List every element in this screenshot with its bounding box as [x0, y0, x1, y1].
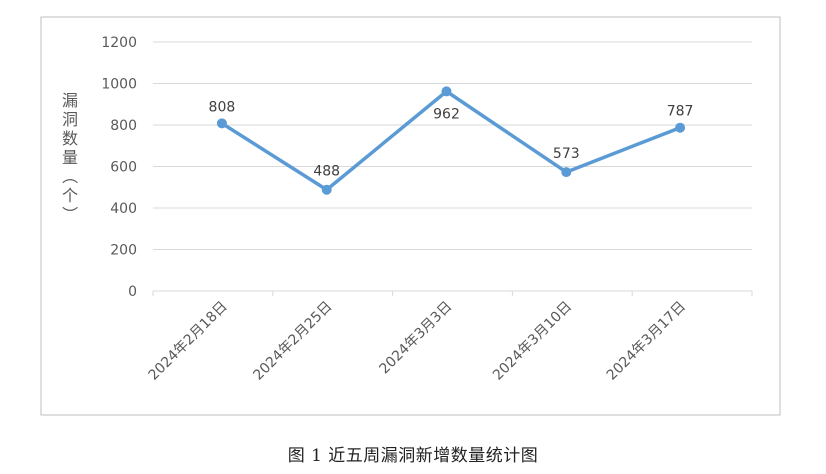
data-point-marker	[675, 122, 686, 133]
data-label: 962	[433, 106, 460, 122]
y-tick-label: 800	[110, 118, 137, 134]
y-tick-label: 0	[128, 284, 137, 300]
gridlines	[153, 41, 752, 250]
x-axis	[152, 290, 753, 296]
chart-border	[40, 16, 781, 416]
y-axis-title-char: （	[60, 168, 79, 184]
series-line	[216, 86, 686, 195]
y-axis-title-char: ）	[60, 206, 79, 222]
data-point-marker	[441, 86, 452, 97]
y-tick-label: 200	[110, 243, 137, 259]
y-tick-label: 1200	[101, 35, 137, 51]
figure-caption: 图 1 近五周漏洞新增数量统计图	[287, 446, 539, 466]
y-axis-title-char: 个	[62, 186, 78, 205]
data-label: 573	[553, 146, 580, 162]
y-axis-title-char: 洞	[62, 110, 78, 129]
data-point-marker	[561, 167, 572, 178]
data-label: 808	[209, 99, 236, 115]
data-labels: 808 488 962 573 787	[209, 99, 694, 179]
y-axis-title-char: 漏	[62, 91, 78, 110]
data-point-marker	[216, 118, 227, 129]
y-tick-label: 1000	[101, 77, 137, 93]
y-tick-label: 600	[110, 160, 137, 176]
y-axis-ticks: 0 200 400 600 800 1000 1200	[101, 35, 137, 300]
data-label: 488	[313, 164, 340, 180]
data-point-marker	[321, 184, 332, 195]
y-axis-title-char: 数	[62, 129, 78, 148]
y-tick-label: 400	[110, 201, 137, 217]
y-axis-title-char: 量	[62, 148, 78, 167]
data-label: 787	[667, 104, 694, 120]
